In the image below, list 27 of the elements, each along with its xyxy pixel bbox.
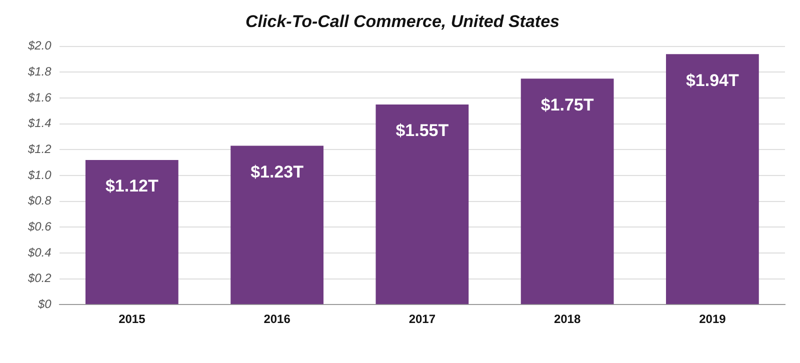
y-tick-label: $0.6	[26, 219, 52, 234]
data-label: $1.23T	[250, 162, 304, 182]
data-label: $1.55T	[396, 121, 450, 140]
bar	[85, 160, 178, 304]
y-tick-label: $1.0	[26, 168, 52, 182]
x-tick-label: 2015	[118, 312, 146, 326]
bar	[666, 54, 759, 304]
data-label: $1.75T	[540, 95, 594, 114]
bar	[230, 146, 324, 304]
chart-title: Click-To-Call Commerce, United States	[246, 12, 560, 31]
x-tick-label: 2017	[408, 312, 436, 326]
x-tick-label: 2018	[554, 312, 581, 326]
bar	[376, 104, 469, 304]
y-tick-label: $0.8	[26, 194, 52, 208]
x-tick-label: 2019	[699, 312, 726, 326]
y-tick-label: $0	[36, 296, 52, 311]
y-tick-label: $0.4	[26, 245, 52, 260]
y-tick-label: $0.2	[26, 271, 52, 286]
data-label: $1.94T	[686, 70, 740, 90]
y-tick-label: $1.6	[26, 90, 52, 104]
bar	[520, 78, 614, 304]
y-tick-label: $1.8	[26, 64, 52, 79]
data-label: $1.12T	[105, 176, 159, 196]
x-tick-label: 2016	[264, 312, 291, 326]
y-tick-label: $1.2	[26, 142, 52, 156]
y-tick-label: $2.0	[26, 38, 52, 53]
y-tick-label: $1.4	[26, 116, 52, 130]
